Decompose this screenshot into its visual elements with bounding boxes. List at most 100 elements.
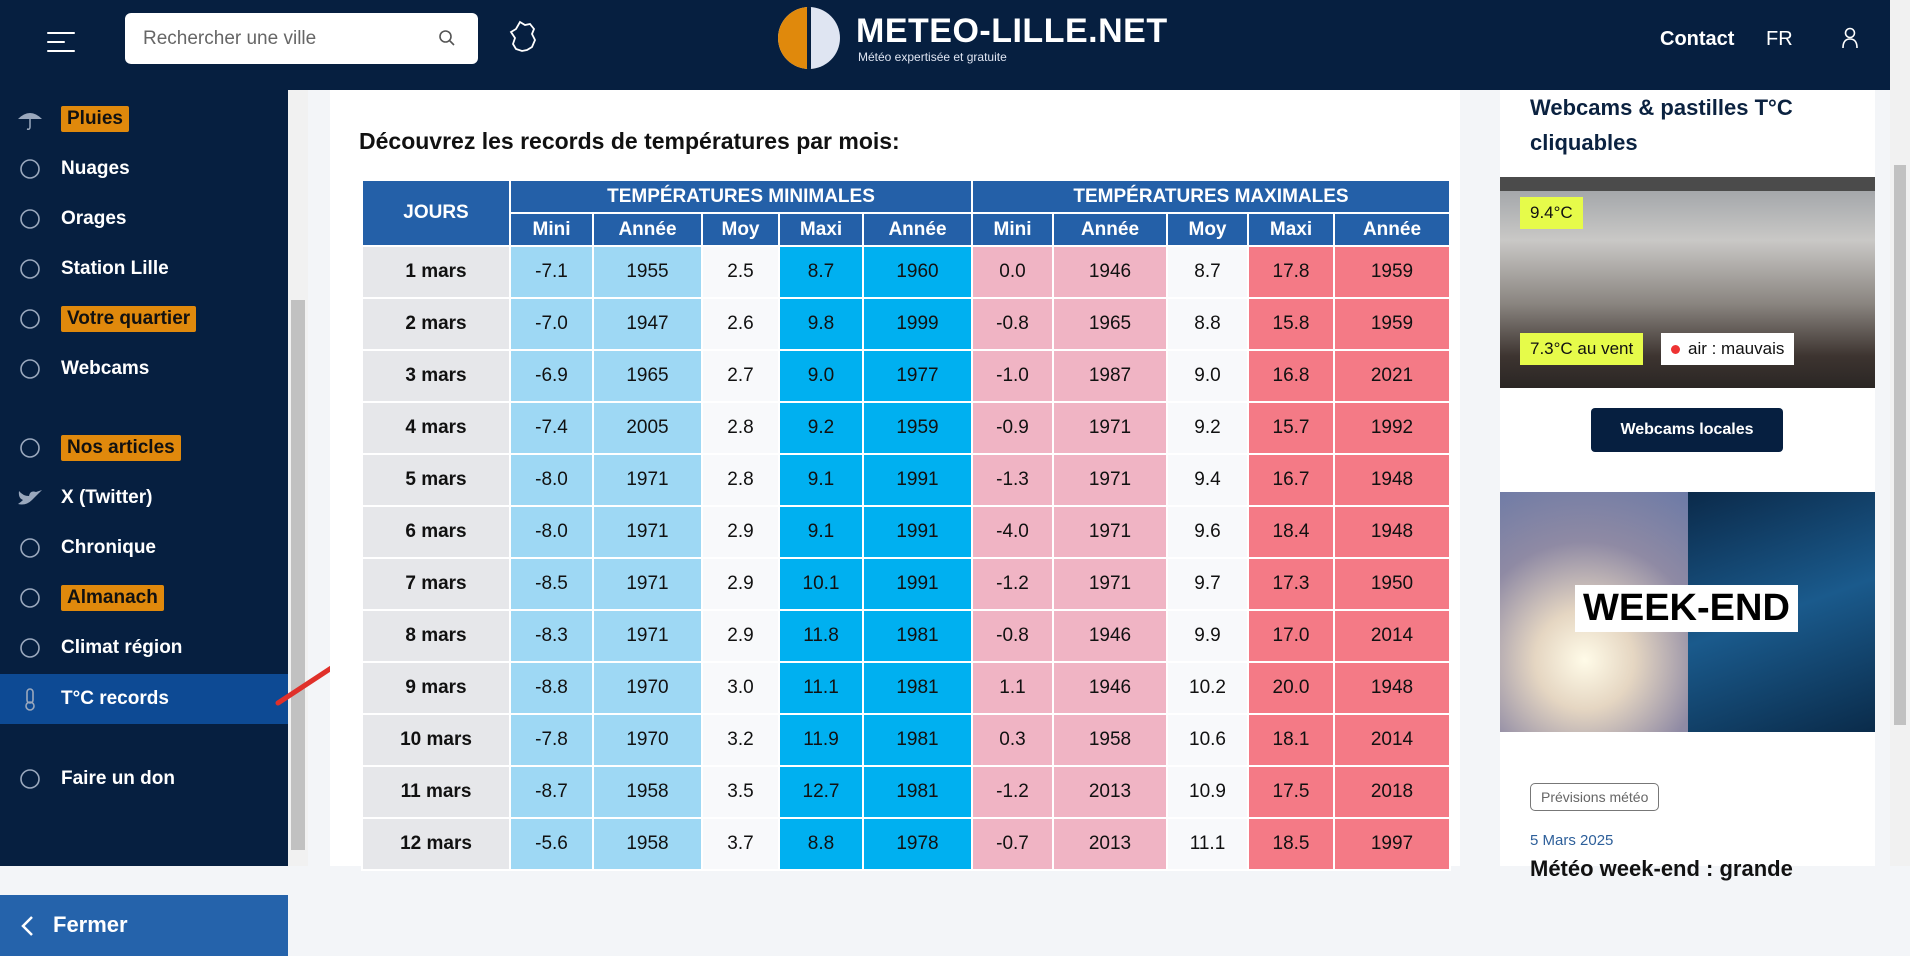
- day-cell: 10 mars: [361, 713, 511, 767]
- value-cell: -7.8: [509, 713, 594, 767]
- temperature-chip[interactable]: 9.4°C: [1520, 197, 1583, 229]
- value-cell: 1991: [862, 505, 973, 559]
- column-header: Année: [1333, 212, 1451, 247]
- value-cell: 2.6: [701, 297, 780, 351]
- day-cell: 2 mars: [361, 297, 511, 351]
- sidebar-item-pluies[interactable]: Pluies: [0, 94, 288, 144]
- page-scrollbar[interactable]: [1890, 0, 1910, 866]
- contact-link[interactable]: Contact: [1660, 28, 1735, 50]
- sidebar-item-t-c-records[interactable]: T°C records: [0, 674, 288, 724]
- sidebar-item-x-twitter-[interactable]: X (Twitter): [0, 473, 288, 523]
- chevron-left-icon: [21, 916, 33, 936]
- language-selector[interactable]: FR: [1766, 28, 1793, 50]
- sidebar-item-chronique[interactable]: Chronique: [0, 523, 288, 573]
- article-image-text: WEEK-END: [1575, 585, 1798, 632]
- user-icon[interactable]: [1841, 27, 1859, 49]
- value-cell: -8.5: [509, 557, 594, 611]
- sidebar-item-votre-quartier[interactable]: Votre quartier: [0, 294, 288, 344]
- webcam-icon: [20, 359, 40, 379]
- sidebar-item-climat-r-gion[interactable]: Climat région: [0, 623, 288, 673]
- sidebar-item-webcams[interactable]: Webcams: [0, 344, 288, 394]
- value-cell: -1.0: [971, 349, 1054, 403]
- value-cell: 1999: [862, 297, 973, 351]
- main-content: Découvrez les records de températures pa…: [330, 90, 1460, 871]
- table-row: 12 mars -5.6 1958 3.7 8.8 1978 -0.7 2013 11.1 18.…: [361, 817, 1451, 871]
- value-cell: 1991: [862, 453, 973, 507]
- value-cell: 16.7: [1247, 453, 1335, 507]
- sidebar-item-nuages[interactable]: Nuages: [0, 144, 288, 194]
- value-cell: -0.8: [971, 297, 1054, 351]
- value-cell: 3.7: [701, 817, 780, 871]
- article-title[interactable]: Météo week-end : grande: [1530, 856, 1793, 881]
- value-cell: -1.2: [971, 557, 1054, 611]
- article-date: 5 Mars 2025: [1530, 832, 1614, 849]
- air-quality-chip[interactable]: air : mauvais: [1661, 333, 1795, 365]
- value-cell: 1981: [862, 765, 973, 819]
- value-cell: 8.7: [1166, 245, 1249, 299]
- min-temps-header: TEMPÉRATURES MINIMALES: [509, 179, 973, 214]
- article-category-tag[interactable]: Prévisions météo: [1530, 783, 1660, 811]
- table-row: 10 mars -7.8 1970 3.2 11.9 1981 0.3 1958 10.6 18.…: [361, 713, 1451, 767]
- value-cell: 11.8: [778, 609, 864, 663]
- sidebar-item-orages[interactable]: Orages: [0, 194, 288, 244]
- sidebar-item-label: Station Lille: [61, 258, 169, 279]
- table-row: 8 mars -8.3 1971 2.9 11.8 1981 -0.8 1946 9.9 17.0…: [361, 609, 1451, 663]
- value-cell: 2.9: [701, 609, 780, 663]
- wind-chill-chip[interactable]: 7.3°C au vent: [1520, 333, 1644, 365]
- value-cell: 1977: [862, 349, 973, 403]
- value-cell: 1948: [1333, 661, 1451, 715]
- webcam-image[interactable]: 9.4°C 7.3°C au vent air : mauvais: [1500, 177, 1875, 388]
- value-cell: 10.6: [1166, 713, 1249, 767]
- value-cell: 1992: [1333, 401, 1451, 455]
- close-sidebar-button[interactable]: Fermer: [0, 895, 288, 956]
- local-webcams-button[interactable]: Webcams locales: [1591, 408, 1783, 452]
- webcams-title: Webcams & pastilles T°C cliquables: [1530, 95, 1793, 155]
- value-cell: 1946: [1052, 609, 1168, 663]
- value-cell: 1948: [1333, 453, 1451, 507]
- sidebar-item-label: Pluies: [61, 106, 129, 132]
- france-map-icon[interactable]: [508, 20, 538, 54]
- sidebar-item-station-lille[interactable]: Station Lille: [0, 244, 288, 294]
- value-cell: 0.3: [971, 713, 1054, 767]
- sidebar-item-almanach[interactable]: Almanach: [0, 573, 288, 623]
- value-cell: 11.1: [1166, 817, 1249, 871]
- value-cell: 1971: [592, 609, 703, 663]
- value-cell: 17.8: [1247, 245, 1335, 299]
- day-cell: 4 mars: [361, 401, 511, 455]
- sidebar-item-label: T°C records: [61, 688, 169, 709]
- air-quality-label: air : mauvais: [1688, 339, 1785, 358]
- sidebar-item-label: Webcams: [61, 358, 150, 379]
- menu-icon[interactable]: [47, 30, 75, 54]
- value-cell: 3.0: [701, 661, 780, 715]
- table-row: 3 mars -6.9 1965 2.7 9.0 1977 -1.0 1987 9.0 16.8 2…: [361, 349, 1451, 403]
- sidebar-item-label: X (Twitter): [61, 487, 153, 508]
- article-image[interactable]: WEEK-END: [1500, 492, 1875, 732]
- value-cell: 1965: [592, 349, 703, 403]
- value-cell: 18.4: [1247, 505, 1335, 559]
- sidebar-item-label: Votre quartier: [61, 306, 197, 332]
- value-cell: 1.1: [971, 661, 1054, 715]
- value-cell: 18.1: [1247, 713, 1335, 767]
- logo-title[interactable]: METEO-LILLE.NET: [856, 12, 1168, 50]
- search-icon[interactable]: [438, 29, 456, 47]
- logo-icon[interactable]: [778, 7, 840, 69]
- value-cell: 12.7: [778, 765, 864, 819]
- value-cell: 2014: [1333, 713, 1451, 767]
- sidebar-item-faire-un-don[interactable]: Faire un don: [0, 754, 288, 804]
- value-cell: 1958: [592, 765, 703, 819]
- wind-icon: [20, 538, 40, 558]
- value-cell: -4.0: [971, 505, 1054, 559]
- value-cell: 2.8: [701, 453, 780, 507]
- sidebar-item-nos-articles[interactable]: Nos articles: [0, 423, 288, 473]
- value-cell: 20.0: [1247, 661, 1335, 715]
- table-row: 1 mars -7.1 1955 2.5 8.7 1960 0.0 1946 8.7 17.8 19…: [361, 245, 1451, 299]
- value-cell: 11.1: [778, 661, 864, 715]
- records-table: JOURS TEMPÉRATURES MINIMALES TEMPÉRATURE…: [361, 179, 1451, 871]
- value-cell: 1948: [1333, 505, 1451, 559]
- right-column: Webcams & pastilles T°C cliquables 9.4°C…: [1500, 90, 1875, 881]
- city-search-input[interactable]: Rechercher une ville: [125, 13, 478, 64]
- value-cell: 1991: [862, 557, 973, 611]
- sidebar-scrollbar[interactable]: [288, 90, 308, 866]
- table-row: 9 mars -8.8 1970 3.0 11.1 1981 1.1 1946 10.2 20.0…: [361, 661, 1451, 715]
- value-cell: -1.3: [971, 453, 1054, 507]
